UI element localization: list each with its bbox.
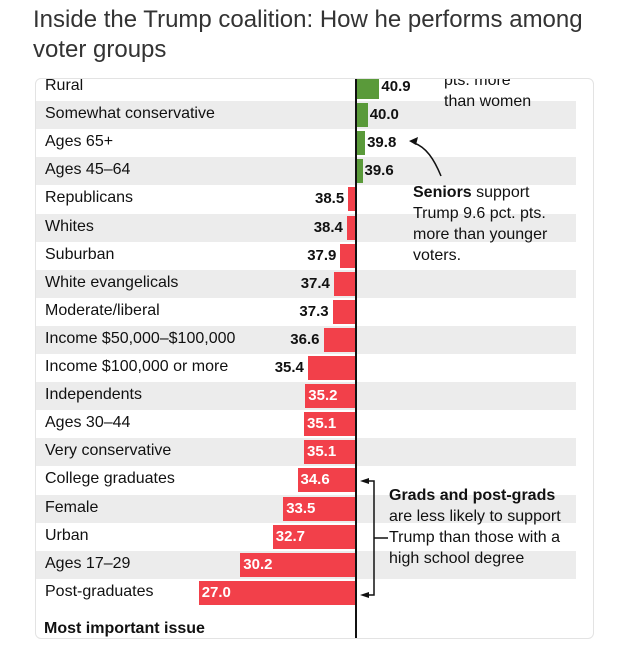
chart-card: Rural 40.9 Somewhat conservative 40.0 Ages 6… xyxy=(35,78,594,639)
data-label: 35.2 xyxy=(308,387,338,405)
bar xyxy=(240,552,356,577)
bar xyxy=(333,271,356,296)
data-label: 40.9 xyxy=(381,78,411,95)
data-label: 37.4 xyxy=(300,274,330,292)
bar xyxy=(272,524,356,549)
bar xyxy=(307,356,356,380)
category-label: Suburban xyxy=(45,245,115,263)
data-label: 40.0 xyxy=(369,106,399,124)
bar-row: Somewhat conservative 40.0 xyxy=(36,101,576,130)
annotation-grads: Grads and post-grads are less likely to … xyxy=(389,487,561,567)
category-label: Ages 65+ xyxy=(45,133,114,151)
bar-row: Suburban 37.9 xyxy=(36,242,576,270)
annotation-top: pts. more than women xyxy=(444,78,532,110)
data-label: 39.8 xyxy=(367,134,397,152)
category-label: Post-graduates xyxy=(45,582,154,600)
annotation-seniors: Seniors support Trump 9.6 pct. pts. more… xyxy=(413,184,548,264)
category-label: Ages 30–44 xyxy=(45,414,131,432)
chart-title: Inside the Trump coalition: How he perfo… xyxy=(33,6,583,63)
bar-row: Post-graduates 27.0 xyxy=(36,579,576,607)
category-label: Ages 17–29 xyxy=(45,554,131,572)
category-label: Rural xyxy=(45,78,84,94)
category-label: Income $50,000–$100,000 xyxy=(45,329,236,347)
bar xyxy=(297,468,356,493)
data-label: 27.0 xyxy=(201,583,231,601)
category-label: College graduates xyxy=(45,470,175,488)
category-label: Urban xyxy=(45,526,89,544)
axis-line xyxy=(355,79,357,638)
bar xyxy=(348,187,356,212)
category-label: Whites xyxy=(45,217,94,235)
data-label: 39.6 xyxy=(364,162,394,180)
bar xyxy=(332,299,356,324)
data-label: 35.1 xyxy=(307,415,337,433)
bar-row: Very conservative 35.1 xyxy=(36,438,576,467)
category-label: White evangelicals xyxy=(45,273,179,291)
bar-row: Whites 38.4 xyxy=(36,213,576,242)
bar-row: Income $50,000–$100,000 36.6 xyxy=(36,325,576,354)
data-label: 34.6 xyxy=(300,471,330,489)
bar xyxy=(356,131,366,156)
bar xyxy=(356,159,363,184)
data-label: 37.3 xyxy=(299,302,329,320)
bar xyxy=(323,327,356,352)
bar-row: White evangelicals 37.4 xyxy=(36,269,576,298)
bar xyxy=(198,580,356,605)
section-heading: Most important issue xyxy=(44,620,205,637)
bar-row: Ages 17–29 30.2 xyxy=(36,550,576,579)
category-label: Female xyxy=(45,498,99,516)
bar-row: Income $100,000 or more 35.4 xyxy=(36,354,576,382)
category-label: Independents xyxy=(45,386,142,404)
bar xyxy=(356,79,380,99)
bar-row: Moderate/liberal 37.3 xyxy=(36,298,576,326)
bar xyxy=(304,412,356,437)
category-label: Very conservative xyxy=(45,442,172,460)
bar-row: Rural 40.9 xyxy=(36,78,576,101)
category-label: Somewhat conservative xyxy=(45,105,215,123)
bar xyxy=(346,215,356,240)
bar xyxy=(283,496,356,521)
bar-row: Ages 65+ 39.8 xyxy=(36,129,576,157)
bar-row: Urban 32.7 xyxy=(36,523,576,551)
bar xyxy=(356,103,368,128)
data-label: 37.9 xyxy=(307,246,337,264)
annotation-arrows xyxy=(360,137,442,598)
bar-row: Independents 35.2 xyxy=(36,382,576,411)
bar-row: Ages 30–44 35.1 xyxy=(36,410,576,438)
data-label: 38.5 xyxy=(315,190,345,208)
bar xyxy=(305,384,356,409)
category-label: Republicans xyxy=(45,189,134,207)
data-label: 36.6 xyxy=(290,330,320,348)
bar-row: Female 33.5 xyxy=(36,494,576,523)
data-label: 35.1 xyxy=(307,443,337,461)
data-label: 32.7 xyxy=(275,527,305,545)
data-label: 38.4 xyxy=(313,218,343,236)
bar-row: Ages 45–64 39.6 xyxy=(36,157,576,186)
data-label: 35.4 xyxy=(274,359,304,376)
bar-row: Republicans 38.5 xyxy=(36,185,576,213)
category-label: Moderate/liberal xyxy=(45,301,160,319)
bar-row: College graduates 34.6 xyxy=(36,466,576,494)
category-label: Ages 45–64 xyxy=(45,161,131,179)
data-label: 30.2 xyxy=(243,555,273,573)
bar xyxy=(304,440,356,465)
bar xyxy=(340,243,356,268)
data-label: 33.5 xyxy=(286,499,316,517)
category-label: Income $100,000 or more xyxy=(45,358,229,375)
